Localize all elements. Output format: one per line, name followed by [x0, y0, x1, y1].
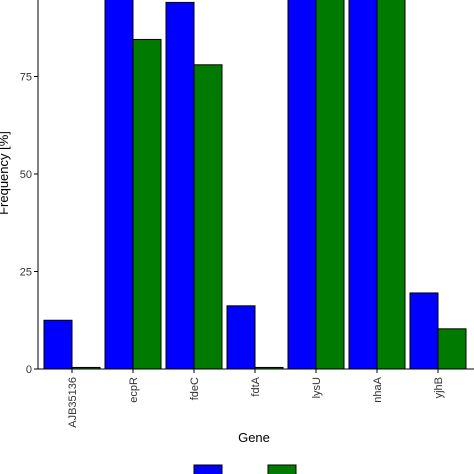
- y-axis-title: Frequency [%]: [0, 131, 11, 215]
- x-tick-label-lysU: lysU: [311, 377, 323, 398]
- bars-layer: [43, 0, 467, 370]
- bar-fdeC-series-1: [165, 1, 195, 370]
- bar-fdeC-series-2: [193, 64, 223, 370]
- y-tick-label-75: 75: [20, 72, 32, 84]
- bar-ecpR-series-2: [132, 38, 162, 370]
- legend-swatch-series-2: [267, 464, 297, 474]
- y-tick-label-0: 0: [26, 364, 32, 376]
- bar-fdtA-series-1: [226, 305, 256, 370]
- bar-nhaA-series-1: [348, 0, 378, 370]
- bar-yjhB-series-2: [437, 328, 467, 370]
- legend: [193, 464, 297, 474]
- x-tick-label-yjhB: yjhB: [433, 377, 445, 398]
- x-tick-label-fdtA: fdtA: [250, 376, 262, 396]
- bar-nhaA-series-2: [376, 0, 406, 370]
- x-axis-ticks: AJB35136 ecpR fdeC fdtA lysU nhaA yjhB: [67, 369, 445, 428]
- bar-lysU-series-2: [315, 0, 345, 370]
- y-axis-ticks: 0 25 50 75: [20, 72, 38, 376]
- bar-ecpR-series-1: [104, 0, 134, 370]
- x-tick-label-ecpR: ecpR: [128, 377, 140, 403]
- y-tick-label-50: 50: [20, 169, 32, 181]
- x-axis-title: Gene: [238, 430, 270, 445]
- x-tick-label-fdeC: fdeC: [189, 377, 201, 400]
- bar-AJB35136-series-1: [43, 319, 73, 370]
- legend-swatch-series-1: [193, 464, 223, 474]
- bar-lysU-series-1: [287, 0, 317, 370]
- bar-yjhB-series-1: [409, 292, 439, 370]
- x-tick-label-nhaA: nhaA: [372, 376, 384, 402]
- y-tick-label-25: 25: [20, 267, 32, 279]
- x-tick-label-AJB35136: AJB35136: [67, 377, 79, 428]
